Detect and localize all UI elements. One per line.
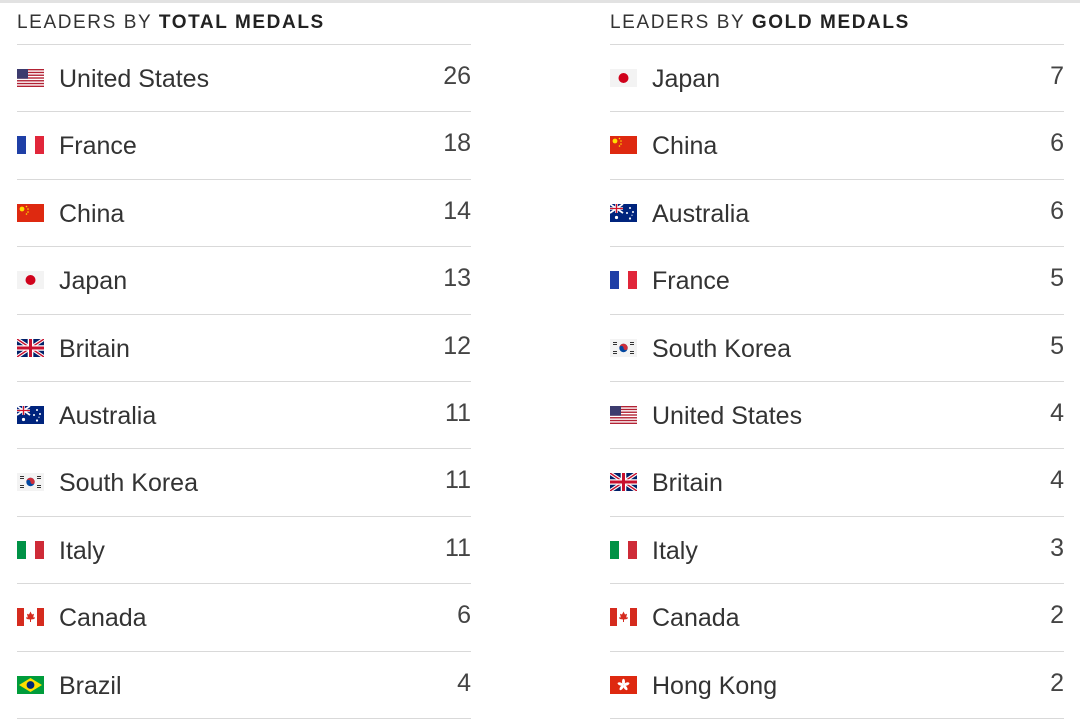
table-row: China 6: [610, 112, 1064, 180]
heading-prefix: LEADERS BY: [610, 12, 745, 33]
top-divider: [0, 0, 1080, 3]
table-row: South Korea 5: [610, 315, 1064, 382]
japan-flag-icon: [17, 271, 44, 290]
medal-count: 2: [1050, 668, 1064, 697]
table-row: Canada 6: [17, 584, 471, 652]
medal-count: 11: [445, 466, 471, 495]
table-row: Canada 2: [610, 584, 1064, 652]
country-name: United States: [59, 65, 210, 93]
canada-flag-icon: [17, 608, 44, 627]
table-row: Britain 4: [610, 449, 1064, 517]
medal-count: 5: [1050, 331, 1064, 360]
medal-count: 5: [1050, 264, 1064, 293]
hong-kong-flag-icon: [610, 675, 637, 694]
medal-count: 7: [1050, 62, 1064, 90]
total-medals-table: LEADERS BY TOTAL MEDALS United States 26 F…: [17, 0, 471, 719]
gold-medals-rows: Japan 7 China 6 Australia 6 France 5 South Korea…: [610, 45, 1064, 719]
table-row: Japan 13: [17, 247, 471, 315]
uk-flag-icon: [17, 338, 44, 357]
italy-flag-icon: [610, 540, 637, 559]
medal-count: 18: [443, 129, 471, 158]
country-name: South Korea: [59, 469, 198, 498]
australia-flag-icon: [17, 405, 44, 424]
country-name: Italy: [59, 536, 105, 565]
table-row: Australia 6: [610, 180, 1064, 248]
total-medals-rows: United States 26 France 18 China 14 Japan 13 Bri…: [17, 45, 471, 719]
country-name: Britain: [59, 334, 130, 363]
heading-emphasis: GOLD MEDALS: [751, 12, 910, 33]
country-name: Australia: [652, 199, 750, 228]
table-row: France 18: [17, 112, 471, 180]
country-name: France: [59, 132, 137, 161]
japan-flag-icon: [610, 69, 637, 87]
country-name: Hong Kong: [652, 671, 778, 700]
table-row: France 5: [610, 247, 1064, 315]
heading-emphasis: TOTAL MEDALS: [158, 12, 325, 33]
country-name: Japan: [59, 267, 128, 296]
france-flag-icon: [610, 271, 637, 290]
medal-count: 2: [1050, 601, 1064, 630]
china-flag-icon: [17, 203, 44, 222]
heading-prefix: LEADERS BY: [17, 12, 152, 33]
medal-count: 26: [443, 62, 471, 90]
table-row: China 14: [17, 180, 471, 248]
country-name: Brazil: [59, 671, 122, 700]
gold-medals-table: LEADERS BY GOLD MEDALS Japan 7 China 6 Austr…: [610, 0, 1064, 719]
country-name: Australia: [59, 401, 157, 430]
uk-flag-icon: [610, 473, 637, 492]
italy-flag-icon: [17, 540, 44, 559]
table-row: Japan 7: [610, 45, 1064, 113]
country-name: Italy: [652, 536, 698, 565]
medal-count: 4: [1050, 466, 1064, 495]
australia-flag-icon: [610, 203, 637, 222]
medal-count: 6: [1050, 129, 1064, 158]
medal-count: 14: [443, 196, 471, 225]
country-name: China: [59, 199, 125, 228]
country-name: Britain: [652, 469, 723, 498]
medal-count: 12: [443, 331, 471, 360]
table-row: Italy 3: [610, 517, 1064, 585]
total-medals-heading: LEADERS BY TOTAL MEDALS: [17, 0, 471, 45]
south-korea-flag-icon: [610, 338, 637, 357]
country-name: France: [652, 267, 730, 296]
table-row: United States 4: [610, 382, 1064, 450]
medal-count: 11: [445, 398, 471, 427]
table-row: Brazil 4: [17, 652, 471, 719]
country-name: Canada: [652, 604, 740, 633]
medal-count: 6: [457, 601, 471, 630]
country-name: United States: [652, 401, 803, 430]
medal-count: 3: [1050, 533, 1064, 562]
table-row: Australia 11: [17, 382, 471, 450]
medal-count: 13: [443, 264, 471, 293]
medal-count: 11: [445, 533, 471, 562]
us-flag-icon: [610, 405, 637, 424]
country-name: South Korea: [652, 334, 791, 363]
gold-medals-heading: LEADERS BY GOLD MEDALS: [610, 0, 1064, 45]
table-row: United States 26: [17, 45, 471, 113]
country-name: Japan: [652, 65, 721, 93]
south-korea-flag-icon: [17, 473, 44, 492]
brazil-flag-icon: [17, 675, 44, 694]
table-row: Hong Kong 2: [610, 652, 1064, 719]
country-name: Canada: [59, 604, 147, 633]
us-flag-icon: [17, 69, 44, 87]
medal-count: 4: [1050, 398, 1064, 427]
table-row: South Korea 11: [17, 449, 471, 517]
medal-count: 4: [457, 668, 471, 697]
france-flag-icon: [17, 136, 44, 155]
table-row: Britain 12: [17, 315, 471, 382]
country-name: China: [652, 132, 718, 161]
china-flag-icon: [610, 136, 637, 155]
table-row: Italy 11: [17, 517, 471, 585]
medal-count: 6: [1050, 196, 1064, 225]
canada-flag-icon: [610, 608, 637, 627]
